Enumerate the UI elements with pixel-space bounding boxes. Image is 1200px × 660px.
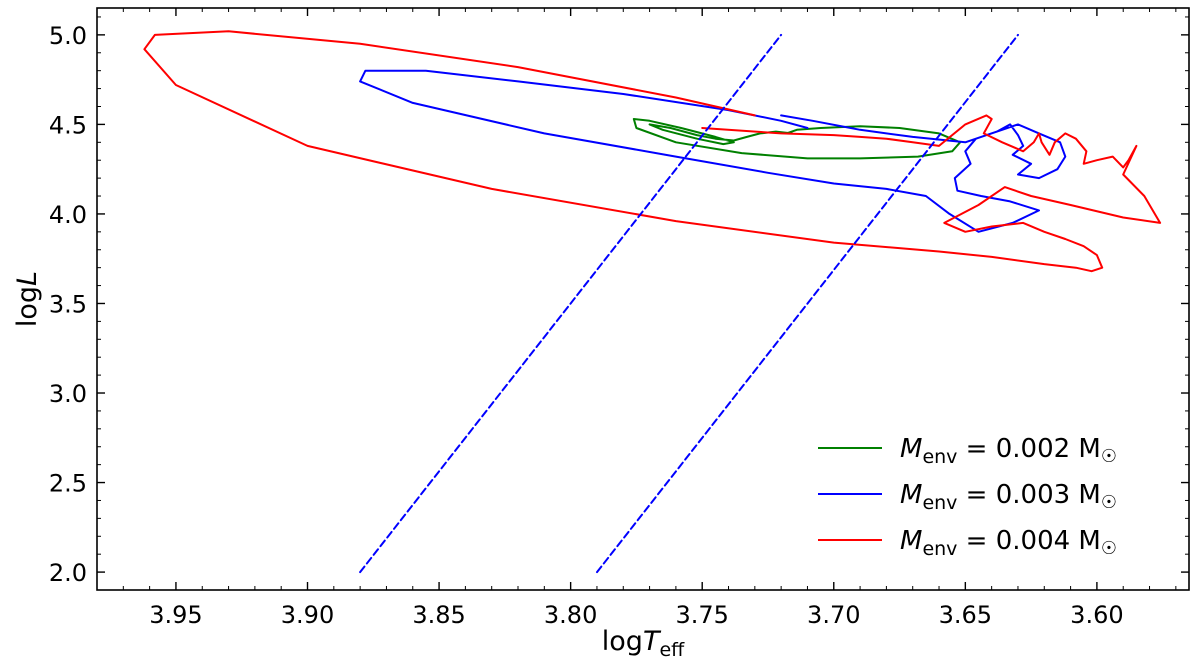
- y-tick-label: 5.0: [49, 22, 87, 50]
- series-line-2: [143, 30, 1162, 273]
- x-tick-label: 3.65: [939, 601, 992, 629]
- y-tick-label: 4.5: [49, 111, 87, 139]
- legend-label: Menv = 0.004 M☉: [900, 526, 1117, 560]
- series-line-1: [359, 69, 1067, 233]
- y-tick-label: 3.0: [49, 380, 87, 408]
- x-axis-label: logTeff: [602, 626, 685, 660]
- x-tick-label: 3.95: [149, 601, 202, 629]
- y-tick-label: 3.5: [49, 290, 87, 318]
- x-tick-label: 3.80: [544, 601, 597, 629]
- x-tick-label: 3.75: [675, 601, 728, 629]
- x-tick-label: 3.90: [281, 601, 334, 629]
- y-tick-label: 4.0: [49, 201, 87, 229]
- plot-frame: [96, 7, 1190, 591]
- y-tick-label: 2.0: [49, 559, 87, 587]
- dashed-line-3: [359, 33, 783, 574]
- legend-label: Menv = 0.003 M☉: [900, 480, 1117, 514]
- series-line-0: [632, 118, 962, 160]
- x-tick-label: 3.85: [412, 601, 465, 629]
- legend: Menv = 0.002 M☉ Menv = 0.003 M☉ Menv = 0.0…: [818, 434, 1117, 560]
- x-tick-label: 3.60: [1070, 601, 1123, 629]
- ticks-layer: 3.95 3.90 3.85 3.80 3.75 3.70 3.65 3.60 2.0 2.5 3.…: [49, 8, 1189, 629]
- legend-label: Menv = 0.002 M☉: [900, 434, 1117, 468]
- dashed-line-4: [596, 33, 1019, 574]
- series-layer: [143, 30, 1162, 574]
- y-axis-label: logL: [12, 271, 43, 327]
- y-tick-label: 2.5: [49, 470, 87, 498]
- x-tick-label: 3.70: [807, 601, 860, 629]
